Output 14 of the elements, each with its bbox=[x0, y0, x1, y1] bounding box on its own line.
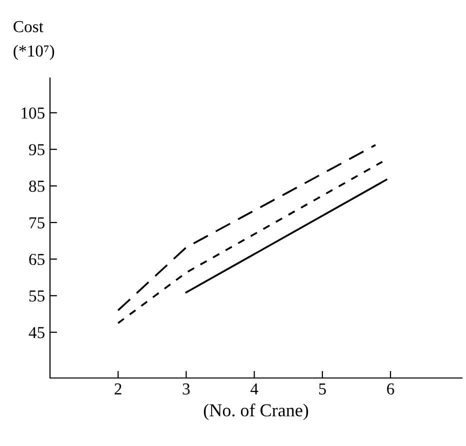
y-tick-label: 45 bbox=[28, 327, 44, 338]
x-tick-label: 5 bbox=[319, 384, 326, 395]
y-axis-title: Cost (*10⁷) bbox=[14, 21, 54, 60]
x-tick-label: 3 bbox=[182, 383, 190, 395]
y-tick-label: 85 bbox=[29, 180, 44, 192]
x-tick-label: 4 bbox=[250, 383, 258, 394]
y-tick-label: 75 bbox=[30, 217, 44, 228]
x-tick-label: 6 bbox=[387, 383, 394, 395]
y-tick-label: 95 bbox=[29, 144, 44, 156]
x-tick-label: 2 bbox=[114, 383, 122, 394]
y-tick-label: 65 bbox=[29, 254, 44, 266]
y-tick-label: 105 bbox=[22, 107, 44, 119]
y-tick-label: 55 bbox=[29, 290, 44, 302]
x-axis-title: (No. of Crane) bbox=[204, 404, 308, 420]
